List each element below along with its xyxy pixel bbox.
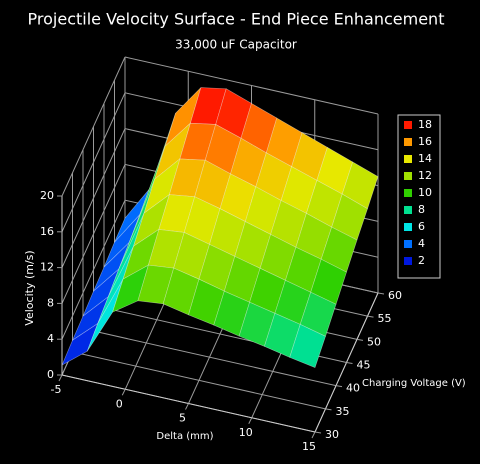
x-tick xyxy=(121,389,126,396)
left-wall-grid-line xyxy=(61,199,126,340)
x-tick xyxy=(311,431,316,439)
z-tick-label: 20 xyxy=(40,189,54,202)
y-tick xyxy=(346,362,353,364)
y-tick-label: 35 xyxy=(336,405,350,418)
legend-swatch xyxy=(404,121,412,129)
chart-subtitle: 33,000 uF Capacitor xyxy=(175,38,297,52)
x-tick-label: 15 xyxy=(302,440,316,453)
y-tick-label: 55 xyxy=(378,312,392,325)
legend-swatch xyxy=(404,189,412,197)
y-tick-label: 45 xyxy=(357,359,371,372)
x-axis-label: Delta (mm) xyxy=(156,431,213,442)
legend-label: 12 xyxy=(418,169,432,182)
z-tick-label: 16 xyxy=(40,225,54,238)
y-tick-label: 40 xyxy=(346,382,360,395)
surface-cell xyxy=(299,291,337,337)
y-tick-label: 30 xyxy=(325,428,339,441)
legend-swatch xyxy=(404,257,412,265)
y-tick xyxy=(335,385,343,388)
y-tick xyxy=(377,292,385,295)
surface-cell xyxy=(331,193,368,241)
y-tick-label: 60 xyxy=(388,289,402,302)
y-tick xyxy=(325,408,332,411)
z-axis-label: Velocity (m/s) xyxy=(23,250,36,325)
x-tick-label: -5 xyxy=(51,383,62,396)
legend-label: 8 xyxy=(418,203,425,216)
floor-grid-line xyxy=(72,351,326,410)
floor-grid-line xyxy=(82,328,337,387)
legend-label: 18 xyxy=(418,118,432,131)
legend-label: 2 xyxy=(418,254,425,267)
legend-swatch xyxy=(404,172,412,180)
x-tick xyxy=(185,403,189,410)
legend-swatch xyxy=(404,223,412,231)
surface-cell xyxy=(341,161,379,210)
x-tick xyxy=(248,417,253,424)
legend-swatch xyxy=(404,138,412,146)
back-wall-grid-line xyxy=(124,56,379,115)
y-tick xyxy=(356,338,364,341)
legend-label: 14 xyxy=(418,152,432,165)
y-axis-label: Charging Voltage (V) xyxy=(362,378,466,389)
legend-swatch xyxy=(404,240,412,248)
left-wall-grid-line xyxy=(61,56,126,197)
y-tick-label: 50 xyxy=(367,335,381,348)
legend-label: 10 xyxy=(418,186,432,199)
x-tick xyxy=(58,374,63,382)
legend-label: 6 xyxy=(418,220,425,233)
left-wall-grid-line xyxy=(61,92,126,233)
y-tick xyxy=(314,431,322,434)
chart-title: Projectile Velocity Surface - End Piece … xyxy=(28,10,445,29)
x-tick-label: 0 xyxy=(116,397,123,410)
surface-cell xyxy=(289,323,326,368)
legend-swatch xyxy=(404,206,412,214)
left-wall-grid-line xyxy=(61,128,126,268)
left-wall-grid-line xyxy=(61,164,126,304)
x-tick-label: 5 xyxy=(179,412,186,425)
z-tick-label: 4 xyxy=(47,332,54,345)
z-tick-label: 8 xyxy=(47,296,54,309)
y-tick xyxy=(367,315,374,318)
surface-cell xyxy=(320,226,358,273)
x-tick-label: 10 xyxy=(239,426,253,439)
z-tick-label: 12 xyxy=(40,261,54,274)
legend-swatch xyxy=(404,155,412,163)
surface-cell xyxy=(310,258,347,305)
legend-label: 16 xyxy=(418,135,432,148)
z-tick-label: 0 xyxy=(47,368,54,381)
legend-label: 4 xyxy=(418,237,425,250)
